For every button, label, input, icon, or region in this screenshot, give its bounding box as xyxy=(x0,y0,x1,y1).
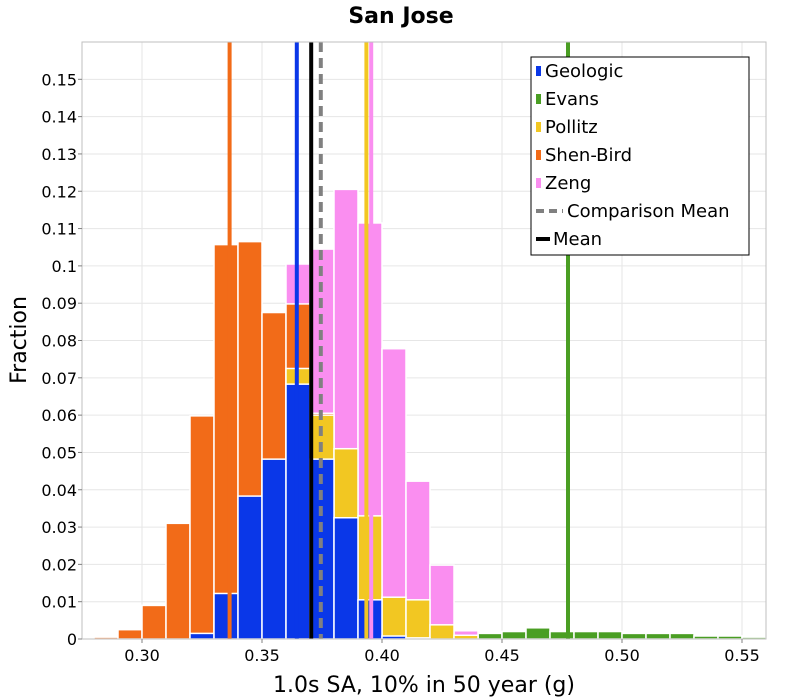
legend-label-pollitz: Pollitz xyxy=(545,117,598,138)
y-tick-label: 0.09 xyxy=(41,294,77,313)
x-tick-label: 0.40 xyxy=(364,646,400,665)
legend-swatch-pollitz xyxy=(536,122,541,132)
pollitz-bar xyxy=(381,596,407,640)
shen-bird-bar xyxy=(213,243,239,640)
y-tick-label: 0.05 xyxy=(41,443,77,462)
evans-bar xyxy=(477,632,503,640)
evans-bar xyxy=(549,630,575,640)
y-tick-label: 0.07 xyxy=(41,369,77,388)
legend-swatch-zeng xyxy=(536,178,541,188)
evans-bar xyxy=(597,630,623,640)
y-axis-label: Fraction xyxy=(7,296,32,384)
x-tick-label: 0.35 xyxy=(244,646,280,665)
legend: Geologic Evans Pollitz Shen-Bird Zeng Compari… xyxy=(530,56,750,256)
legend-label-mean: Mean xyxy=(553,229,602,250)
y-tick-label: 0.02 xyxy=(41,555,77,574)
legend-box xyxy=(530,56,750,256)
x-tick-label: 0.30 xyxy=(124,646,160,665)
evans-bar xyxy=(621,632,647,640)
legend-label-comparison-mean: Comparison Mean xyxy=(567,201,730,222)
x-axis-label: 1.0s SA, 10% in 50 year (g) xyxy=(273,673,575,698)
geologic-bar xyxy=(213,592,239,640)
chart-title: San Jose xyxy=(348,4,453,29)
pollitz-bar xyxy=(429,624,455,640)
shen-bird-bar xyxy=(165,522,191,640)
x-tick-label: 0.50 xyxy=(604,646,640,665)
y-tick-label: 0 xyxy=(67,630,77,649)
geologic-bar xyxy=(237,495,263,640)
y-tick-label: 0.01 xyxy=(41,593,77,612)
evans-bar xyxy=(501,630,527,640)
geologic-bar xyxy=(189,632,215,640)
evans-bar xyxy=(525,627,551,640)
y-tick-label: 0.08 xyxy=(41,332,77,351)
y-tick-label: 0.12 xyxy=(41,182,77,201)
legend-label-evans: Evans xyxy=(545,89,599,110)
y-tick-label: 0.14 xyxy=(41,108,77,127)
geologic-bar xyxy=(261,458,287,640)
ticks-layer: 0 0.01 0.02 0.03 0.04 0.05 0.06 0.07 0.08 0.09 0.1… xyxy=(41,70,759,665)
pollitz-bar xyxy=(405,599,431,640)
evans-bar xyxy=(573,630,599,640)
legend-label-geologic: Geologic xyxy=(545,61,623,82)
legend-label-shen-bird: Shen-Bird xyxy=(545,145,632,166)
y-tick-label: 0.11 xyxy=(41,220,77,239)
shen-bird-bar xyxy=(117,628,143,640)
shen-bird-bar xyxy=(189,415,215,640)
legend-swatch-evans xyxy=(536,94,541,104)
x-tick-label: 0.45 xyxy=(484,646,520,665)
y-tick-label: 0.15 xyxy=(41,70,77,89)
shen-bird-bar xyxy=(141,604,167,640)
y-tick-label: 0.06 xyxy=(41,406,77,425)
legend-swatch-geologic xyxy=(536,66,541,76)
geologic-bar xyxy=(309,458,335,640)
legend-label-zeng: Zeng xyxy=(545,173,591,194)
evans-bar xyxy=(645,632,671,640)
evans-bar xyxy=(669,632,695,640)
pollitz-bar xyxy=(453,634,479,640)
zeng-bar xyxy=(381,347,407,640)
y-tick-label: 0.1 xyxy=(52,257,77,276)
y-tick-label: 0.13 xyxy=(41,145,77,164)
y-tick-label: 0.04 xyxy=(41,481,77,500)
y-tick-label: 0.03 xyxy=(41,518,77,537)
x-tick-label: 0.55 xyxy=(724,646,760,665)
geologic-bar xyxy=(333,516,359,640)
legend-swatch-shen-bird xyxy=(536,150,541,160)
